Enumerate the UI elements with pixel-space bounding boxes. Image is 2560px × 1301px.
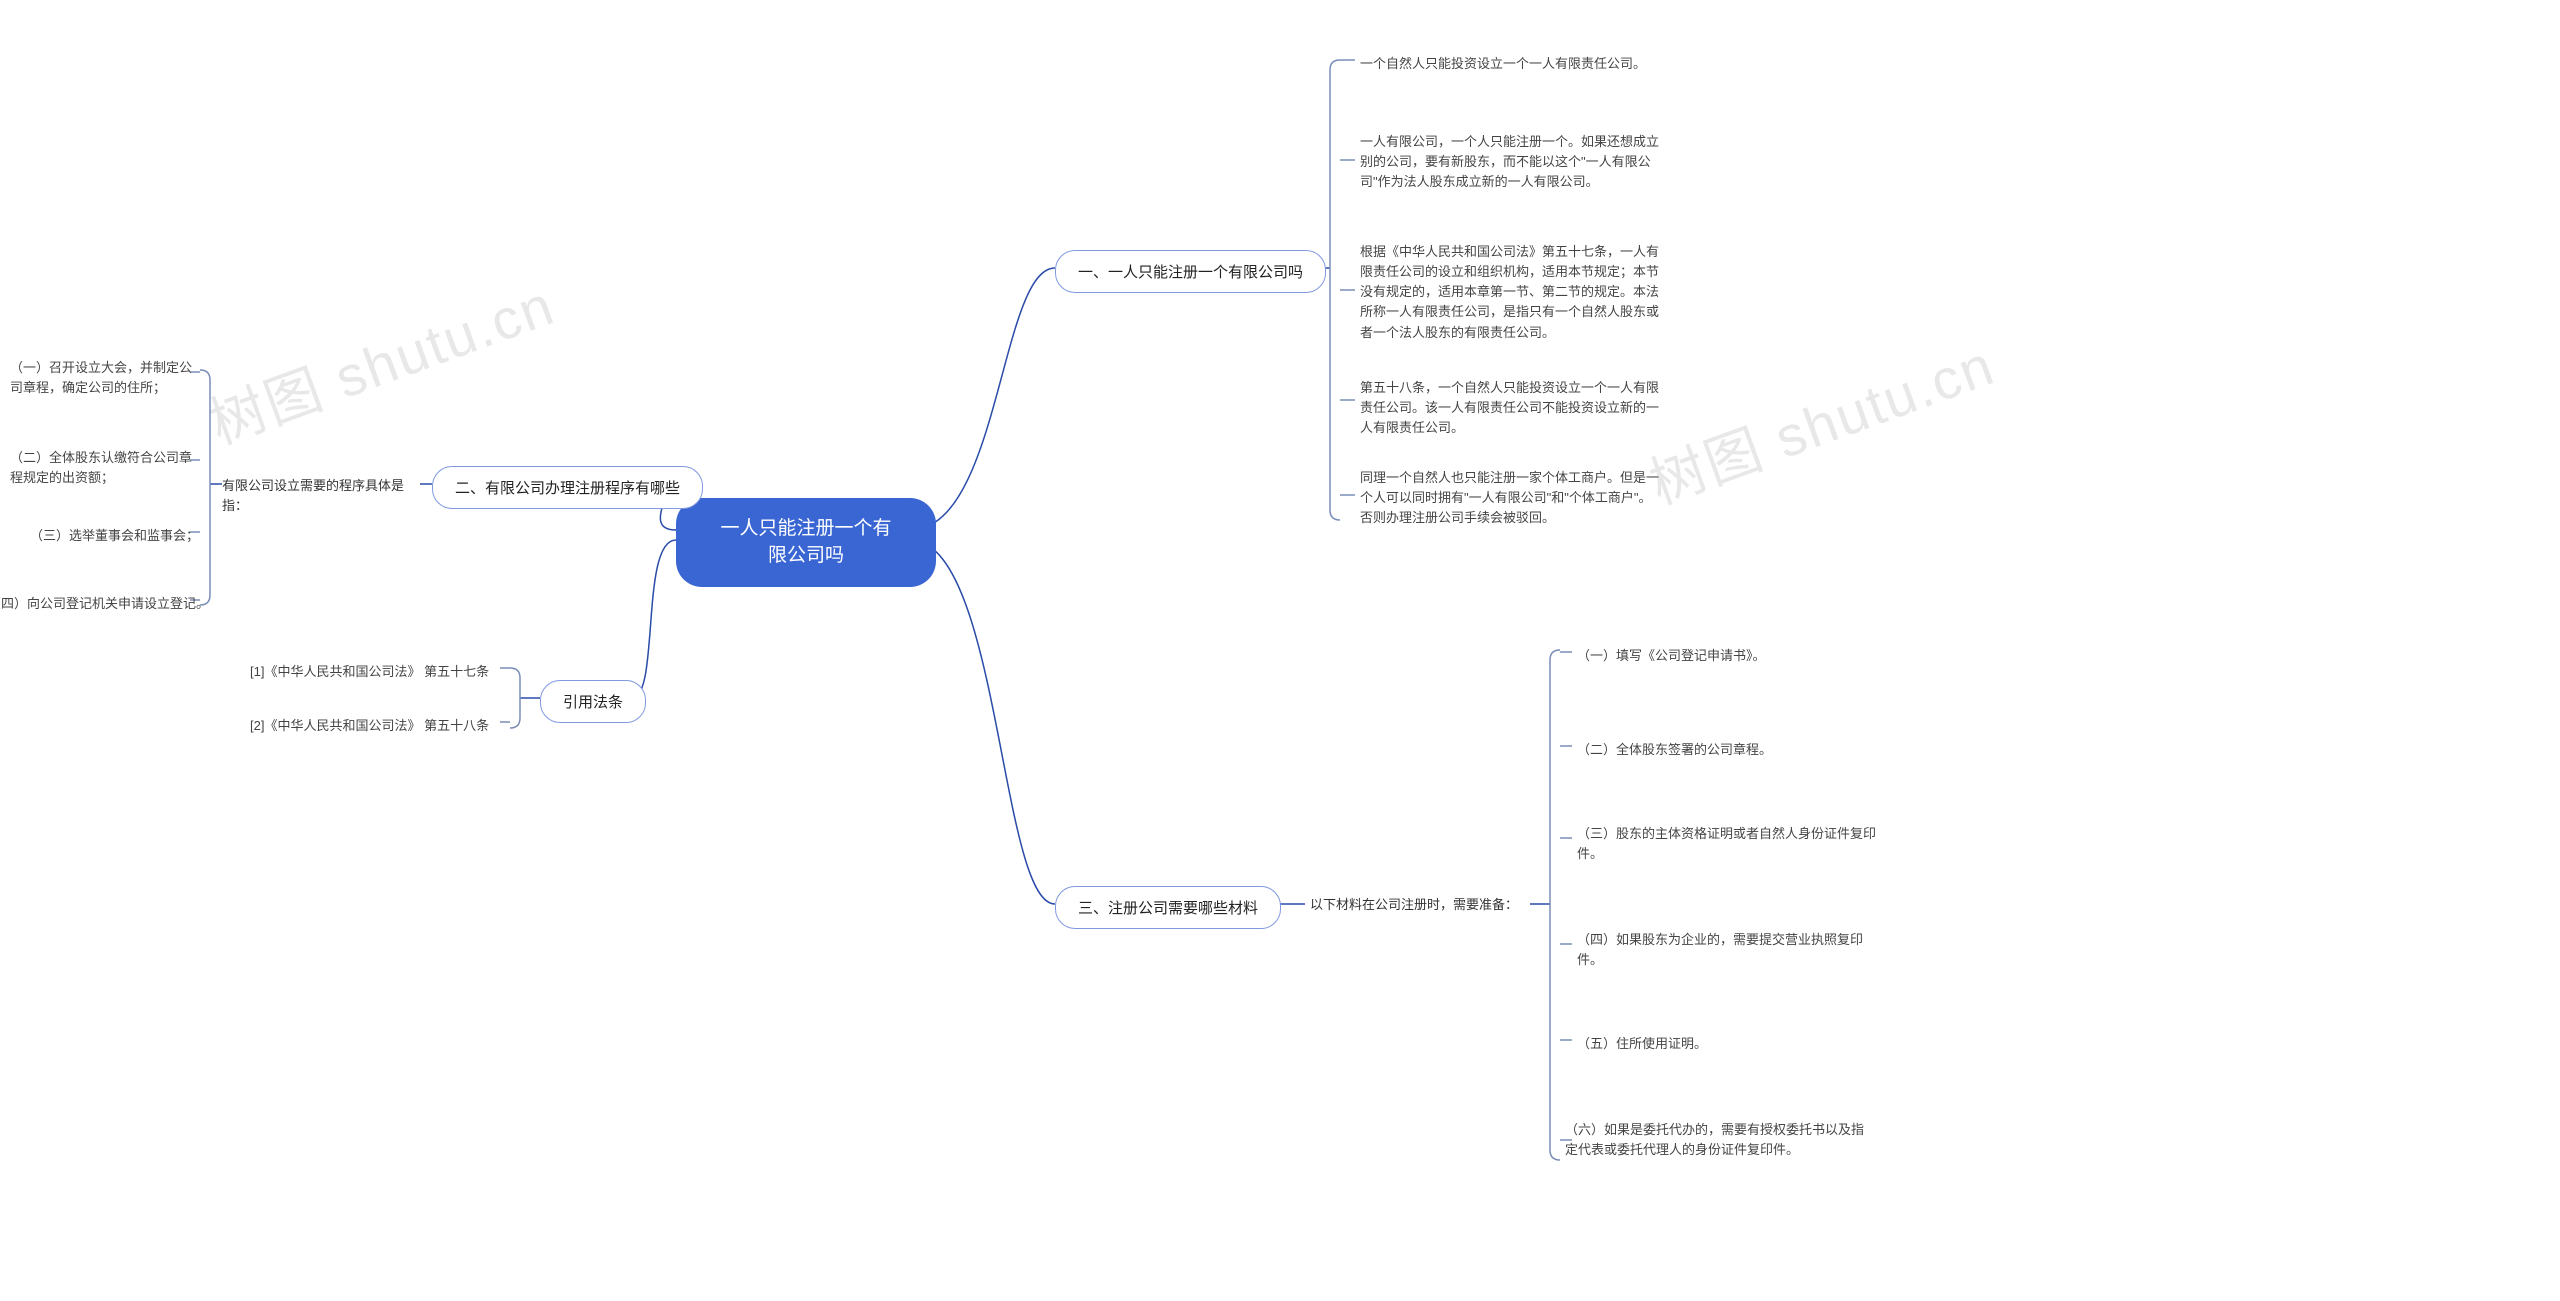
branch-2-leaf-0: （一）召开设立大会，并制定公司章程，确定公司的住所；	[0, 358, 200, 398]
branch-3-leaf-2: （三）股东的主体资格证明或者自然人身份证件复印件。	[1577, 824, 1877, 864]
branch-1-leaf-0: 一个自然人只能投资设立一个一人有限责任公司。	[1360, 54, 1646, 74]
branch-law[interactable]: 引用法条	[540, 680, 646, 723]
branch-2-leaf-1: （二）全体股东认缴符合公司章程规定的出资额；	[0, 448, 200, 488]
branch-2-leaf-3: （四）向公司登记机关申请设立登记。	[0, 594, 209, 614]
branch-law-leaf-1: [2]《中华人民共和国公司法》 第五十八条	[250, 716, 489, 736]
branch-1-leaf-1: 一人有限公司，一个人只能注册一个。如果还想成立别的公司，要有新股东，而不能以这个…	[1360, 132, 1660, 192]
branch-3[interactable]: 三、注册公司需要哪些材料	[1055, 886, 1281, 929]
center-node[interactable]: 一人只能注册一个有限公司吗	[676, 498, 936, 587]
branch-1-leaf-4: 同理一个自然人也只能注册一家个体工商户。但是一个人可以同时拥有"一人有限公司"和…	[1360, 468, 1660, 528]
branch-3-sub: 以下材料在公司注册时，需要准备：	[1310, 895, 1518, 915]
branch-1-leaf-2: 根据《中华人民共和国公司法》第五十七条，一人有限责任公司的设立和组织机构，适用本…	[1360, 242, 1660, 343]
branch-1-leaf-3: 第五十八条，一个自然人只能投资设立一个一人有限责任公司。该一人有限责任公司不能投…	[1360, 378, 1660, 438]
branch-2-sub: 有限公司设立需要的程序具体是指：	[222, 476, 422, 515]
branch-2-leaf-2: （三）选举董事会和监事会；	[30, 526, 199, 546]
branch-3-leaf-1: （二）全体股东签署的公司章程。	[1577, 740, 1772, 760]
branch-3-leaf-5: （六）如果是委托代办的，需要有授权委托书以及指定代表或委托代理人的身份证件复印件…	[1565, 1120, 1865, 1160]
branch-1[interactable]: 一、一人只能注册一个有限公司吗	[1055, 250, 1326, 293]
connector-lines	[0, 0, 2560, 1301]
branch-3-leaf-0: （一）填写《公司登记申请书》。	[1577, 646, 1766, 666]
branch-law-leaf-0: [1]《中华人民共和国公司法》 第五十七条	[250, 662, 489, 682]
branch-2[interactable]: 二、有限公司办理注册程序有哪些	[432, 466, 703, 509]
branch-3-leaf-4: （五）住所使用证明。	[1577, 1034, 1707, 1054]
branch-3-leaf-3: （四）如果股东为企业的，需要提交营业执照复印件。	[1577, 930, 1877, 970]
